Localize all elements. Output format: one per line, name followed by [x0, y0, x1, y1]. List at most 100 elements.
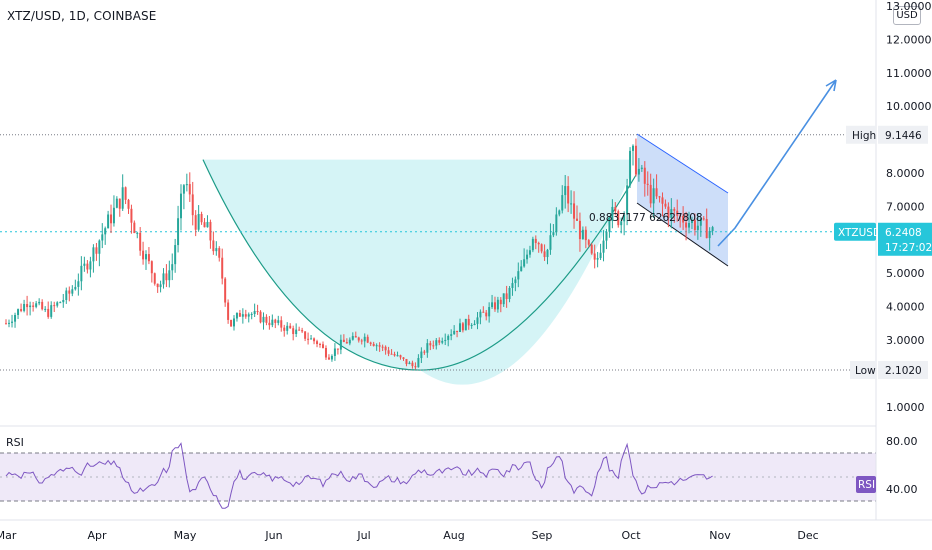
candle-body	[444, 339, 447, 341]
candle-body	[461, 323, 464, 331]
candle	[456, 330, 459, 338]
candle	[348, 337, 351, 346]
candle	[89, 256, 92, 278]
candle-body	[685, 222, 688, 228]
candle	[614, 202, 617, 216]
candle-body	[658, 196, 661, 198]
candle-body	[561, 195, 564, 211]
candle-body	[80, 265, 83, 282]
candle-body	[171, 264, 174, 271]
candle	[491, 294, 494, 309]
candle-body	[191, 194, 194, 216]
candle-body	[558, 210, 561, 215]
candle-body	[250, 314, 253, 316]
candle-body	[393, 353, 396, 356]
candle	[145, 250, 148, 270]
candle-body	[496, 299, 499, 310]
candle	[153, 272, 156, 286]
candle-body	[159, 284, 162, 288]
candle-body	[614, 206, 617, 212]
candle	[32, 301, 35, 312]
high-label-box	[846, 125, 876, 144]
candle	[17, 308, 20, 320]
high-label-text: High	[852, 130, 876, 142]
candle-body	[182, 185, 185, 194]
candle	[581, 226, 584, 240]
candle	[65, 287, 68, 304]
candle-body	[402, 357, 405, 359]
candle-body	[124, 187, 127, 200]
candle	[561, 185, 564, 214]
candle-body	[620, 221, 623, 226]
candle-body	[206, 221, 209, 228]
candle-body	[203, 222, 206, 228]
candle-body	[289, 325, 292, 329]
candle-body	[212, 240, 215, 252]
candle	[336, 348, 339, 355]
candle-body	[679, 215, 682, 217]
candle	[467, 314, 470, 330]
candle	[98, 239, 101, 267]
candle	[235, 312, 238, 322]
candle-body	[185, 184, 188, 186]
candle	[182, 183, 185, 210]
candle	[705, 208, 708, 239]
candle	[643, 161, 646, 197]
candle	[523, 248, 526, 268]
candle-body	[702, 218, 705, 220]
candle-body	[280, 320, 283, 328]
candle	[605, 228, 608, 250]
candle	[142, 241, 145, 265]
cup-pattern-curve	[202, 159, 637, 371]
candle	[549, 223, 552, 255]
candle-body	[363, 336, 366, 342]
candle-body	[65, 290, 68, 300]
candle-body	[324, 347, 327, 358]
currency-button[interactable]: USD	[893, 6, 921, 25]
candle-body	[307, 338, 310, 340]
candle	[283, 324, 286, 337]
candle-body	[41, 301, 44, 310]
candle-body	[304, 331, 307, 339]
candle-body	[540, 244, 543, 252]
candle	[14, 312, 17, 328]
candle	[156, 283, 159, 293]
candle-body	[581, 229, 584, 240]
candle-body	[420, 351, 423, 359]
candle	[447, 334, 450, 347]
candle	[218, 246, 221, 262]
candle-body	[145, 254, 148, 260]
time-axis-label: Oct	[621, 529, 641, 542]
candle	[387, 346, 390, 357]
candle-body	[200, 214, 203, 223]
candle	[664, 199, 667, 209]
candle	[133, 220, 136, 234]
candle-body	[590, 244, 593, 254]
candle-body	[453, 330, 456, 335]
price-axis-label: 7.0000	[886, 200, 925, 213]
candle-body	[369, 342, 372, 344]
candle	[399, 354, 402, 360]
candle-body	[348, 339, 351, 344]
candle-body	[652, 188, 655, 204]
candle	[147, 247, 150, 265]
candle	[508, 286, 511, 303]
candle	[127, 198, 130, 214]
candle-body	[53, 305, 56, 307]
candle	[280, 316, 283, 332]
time-axis-label: Apr	[87, 529, 107, 542]
candle	[23, 299, 26, 313]
candle	[316, 339, 319, 348]
candle	[313, 337, 316, 345]
candle	[637, 158, 640, 182]
candle	[121, 174, 124, 211]
candle	[676, 199, 679, 222]
candle-body	[617, 211, 620, 226]
candle-body	[411, 362, 414, 367]
candle	[292, 325, 295, 341]
candle	[673, 207, 676, 223]
candle-body	[286, 325, 289, 331]
candle	[520, 260, 523, 272]
candle	[441, 337, 444, 345]
